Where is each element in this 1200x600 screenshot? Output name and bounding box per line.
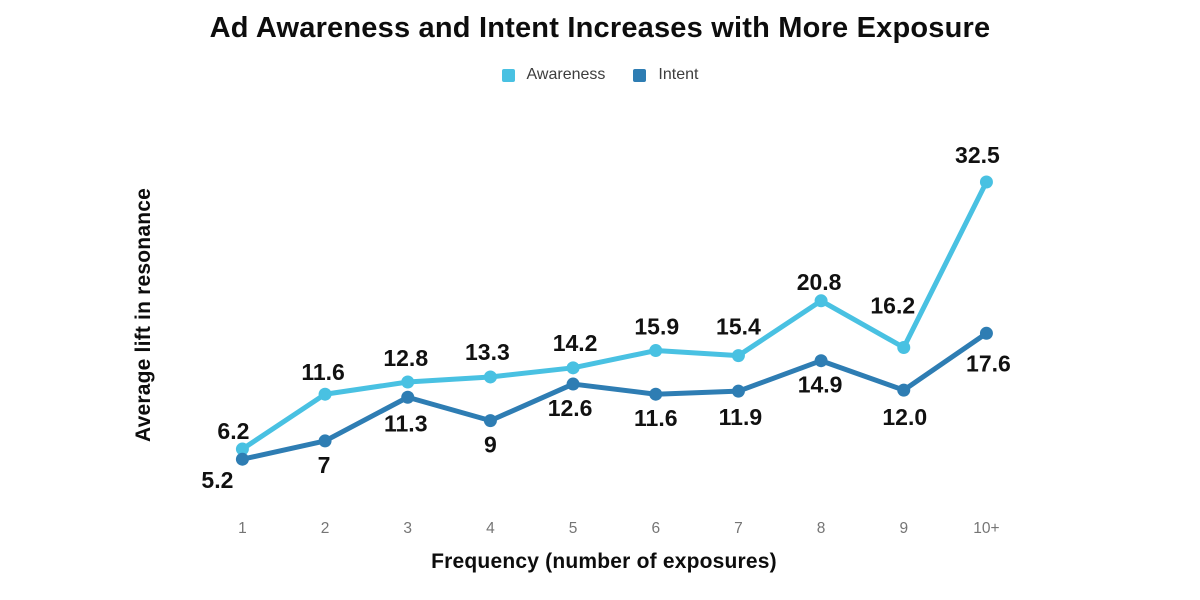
awareness-line — [239, 179, 989, 452]
x-tick-label: 8 — [817, 520, 826, 537]
x-tick-label: 9 — [899, 520, 908, 537]
awareness-value-label: 13.3 — [465, 339, 510, 365]
awareness-point — [235, 442, 249, 456]
x-tick-label: 2 — [321, 520, 330, 537]
intent-point — [897, 383, 911, 397]
awareness-value-label: 16.2 — [870, 293, 915, 319]
intent-point — [731, 384, 745, 398]
awareness-point — [979, 175, 993, 189]
awareness-value-label: 11.6 — [301, 359, 345, 385]
legend-label-intent: Intent — [658, 66, 699, 83]
awareness-point — [318, 387, 332, 401]
awareness-value-label: 14.2 — [553, 330, 598, 356]
x-tick-label: 7 — [734, 520, 743, 537]
intent-value-label: 11.6 — [634, 405, 678, 431]
awareness-value-label: 20.8 — [797, 269, 842, 295]
intent-point — [649, 387, 663, 401]
legend-label-awareness: Awareness — [526, 66, 606, 83]
awareness-value-label: 15.9 — [634, 314, 679, 340]
intent-line — [239, 330, 989, 462]
x-tick-label: 1 — [238, 520, 247, 537]
intent-point — [401, 390, 415, 404]
intent-value-label: 5.2 — [201, 467, 233, 493]
awareness-point — [897, 341, 911, 355]
intent-value-label: 12.0 — [882, 404, 927, 430]
intent-point — [318, 434, 332, 448]
awareness-swatch-icon — [501, 68, 515, 82]
legend-item-intent: Intent — [633, 66, 698, 84]
intent-point — [566, 377, 580, 391]
intent-value-label: 14.9 — [798, 372, 843, 398]
intent-value-label: 12.6 — [548, 395, 593, 421]
intent-value-label: 17.6 — [966, 350, 1011, 376]
awareness-point — [649, 344, 663, 358]
legend: Awareness Intent — [0, 66, 1200, 84]
awareness-point — [483, 370, 497, 384]
intent-point — [814, 354, 828, 368]
awareness-point — [566, 361, 580, 375]
intent-point — [235, 452, 249, 466]
intent-point — [483, 414, 497, 428]
awareness-point — [814, 294, 828, 308]
intent-value-label: 11.3 — [384, 410, 428, 436]
chart-title: Ad Awareness and Intent Increases with M… — [209, 12, 991, 44]
x-tick-label: 6 — [651, 520, 660, 537]
awareness-point — [731, 349, 745, 363]
awareness-value-label: 15.4 — [716, 314, 761, 340]
x-tick-label: 4 — [486, 520, 495, 537]
x-tick-label: 10+ — [973, 520, 999, 537]
awareness-value-label: 32.5 — [955, 142, 1000, 168]
intent-value-label: 11.9 — [719, 404, 763, 430]
intent-swatch-icon — [633, 68, 647, 82]
intent-value-label: 7 — [318, 452, 331, 478]
awareness-value-label: 12.8 — [383, 345, 428, 371]
legend-item-awareness: Awareness — [501, 66, 606, 84]
x-tick-label: 5 — [569, 520, 578, 537]
x-tick-label: 3 — [403, 520, 412, 537]
x-axis-title: Frequency (number of exposures) — [431, 550, 777, 573]
intent-point — [979, 326, 993, 340]
awareness-point — [401, 375, 415, 389]
intent-value-label: 9 — [484, 432, 497, 458]
awareness-value-label: 6.2 — [217, 418, 249, 444]
